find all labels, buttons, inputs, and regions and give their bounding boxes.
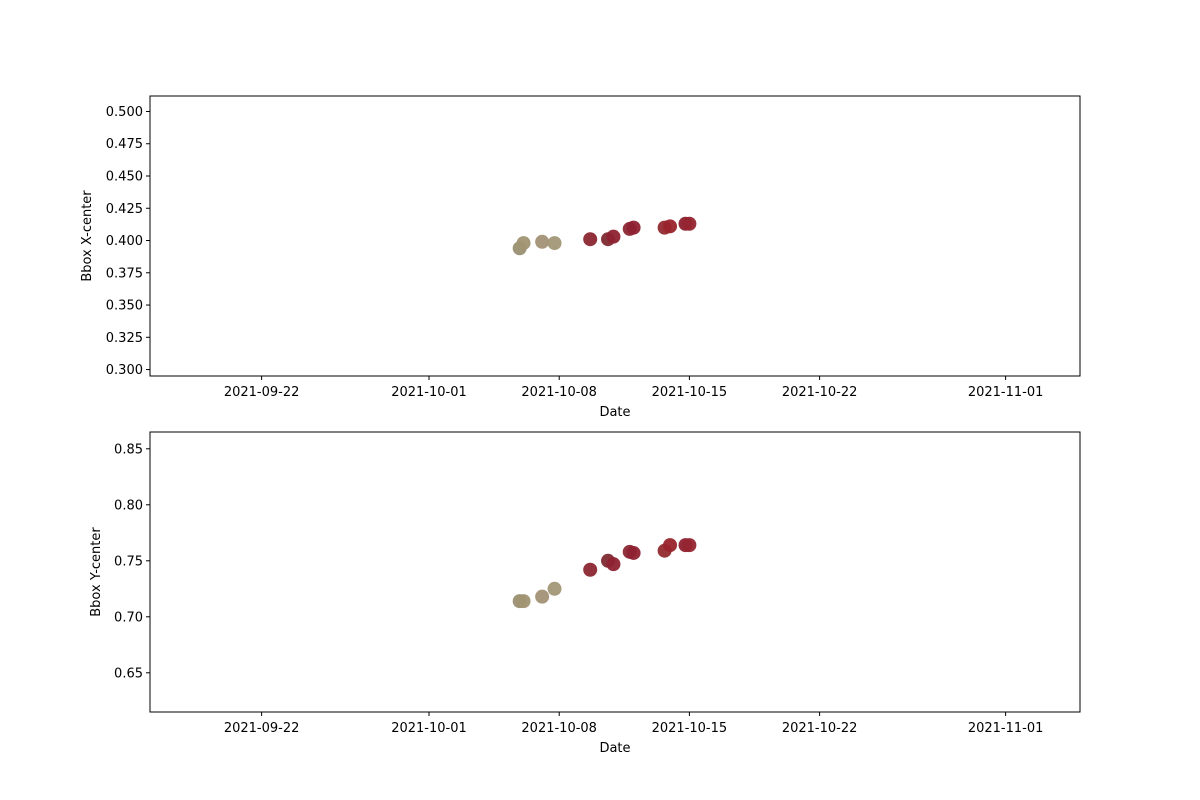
x-center-data-point xyxy=(516,236,531,251)
x-center-y-tick-label: 0.450 xyxy=(106,170,143,185)
x-center-x-tick-label: 2021-10-08 xyxy=(521,385,597,400)
y-center-data-point xyxy=(547,581,562,596)
x-center-points xyxy=(512,216,697,256)
y-center-x-tick-label: 2021-09-22 xyxy=(224,721,300,736)
x-center-y-tick-label: 0.500 xyxy=(106,105,143,120)
y-center-y-tick-label: 0.65 xyxy=(114,666,143,681)
x-center-y-tick-label: 0.375 xyxy=(106,266,143,281)
y-center-x-tick-label: 2021-10-01 xyxy=(391,721,467,736)
y-center-y-axis-label: Bbox Y-center xyxy=(89,527,104,617)
y-center-y-tick-label: 0.80 xyxy=(114,498,143,513)
y-center-y-tick-label: 0.85 xyxy=(114,442,143,457)
x-center-data-point xyxy=(626,220,641,235)
x-center-y-axis-ticks: 0.300 0.325 0.350 0.375 0.400 0.425 0.450 0.475… xyxy=(106,105,150,378)
x-center-y-tick-label: 0.475 xyxy=(106,137,143,152)
x-center-data-point xyxy=(535,234,550,249)
x-center-x-tick-label: 2021-10-15 xyxy=(652,385,728,400)
y-center-data-point xyxy=(663,538,678,553)
x-center-data-point xyxy=(547,236,562,251)
x-center-data-point xyxy=(606,229,621,244)
x-center-x-tick-label: 2021-11-01 xyxy=(968,385,1044,400)
x-center-x-tick-label: 2021-10-22 xyxy=(782,385,858,400)
y-center-x-axis-ticks: 2021-09-22 2021-10-01 2021-10-08 2021-10-15… xyxy=(224,712,1044,736)
y-center-x-tick-label: 2021-10-22 xyxy=(782,721,858,736)
y-center-data-point xyxy=(626,545,641,560)
y-center-x-axis-label: Date xyxy=(599,741,630,756)
y-center-x-tick-label: 2021-11-01 xyxy=(968,721,1044,736)
x-center-y-tick-label: 0.350 xyxy=(106,299,143,314)
y-center-data-point xyxy=(535,589,550,604)
y-center-plot-frame xyxy=(149,431,1081,713)
y-center-x-tick-label: 2021-10-15 xyxy=(652,721,728,736)
x-center-y-tick-label: 0.425 xyxy=(106,202,143,217)
x-center-data-point xyxy=(663,219,678,234)
y-center-y-tick-label: 0.75 xyxy=(114,554,143,569)
x-center-x-tick-label: 2021-10-01 xyxy=(391,385,467,400)
x-center-x-axis-label: Date xyxy=(599,405,630,420)
y-center-data-point xyxy=(606,557,621,572)
y-center-x-tick-label: 2021-10-08 xyxy=(521,721,597,736)
x-center-data-point xyxy=(583,232,598,247)
y-center-chart: 2021-09-22 2021-10-01 2021-10-08 2021-10-15… xyxy=(89,431,1081,756)
x-center-chart: 2021-09-22 2021-10-01 2021-10-08 2021-10-15… xyxy=(80,95,1081,420)
x-center-y-axis-label: Bbox X-center xyxy=(80,190,95,282)
y-center-data-point xyxy=(516,594,531,609)
y-center-data-point xyxy=(682,538,697,553)
y-center-data-point xyxy=(583,562,598,577)
x-center-y-tick-label: 0.300 xyxy=(106,363,143,378)
x-center-y-tick-label: 0.400 xyxy=(106,234,143,249)
y-center-points xyxy=(512,538,697,609)
x-center-plot-frame xyxy=(149,95,1081,377)
x-center-y-tick-label: 0.325 xyxy=(106,331,143,346)
x-center-x-axis-ticks: 2021-09-22 2021-10-01 2021-10-08 2021-10-15… xyxy=(224,376,1044,400)
y-center-y-tick-label: 0.70 xyxy=(114,610,143,625)
y-center-y-axis-ticks: 0.65 0.70 0.75 0.80 0.85 xyxy=(114,442,150,681)
x-center-data-point xyxy=(682,216,697,231)
x-center-x-tick-label: 2021-09-22 xyxy=(224,385,300,400)
